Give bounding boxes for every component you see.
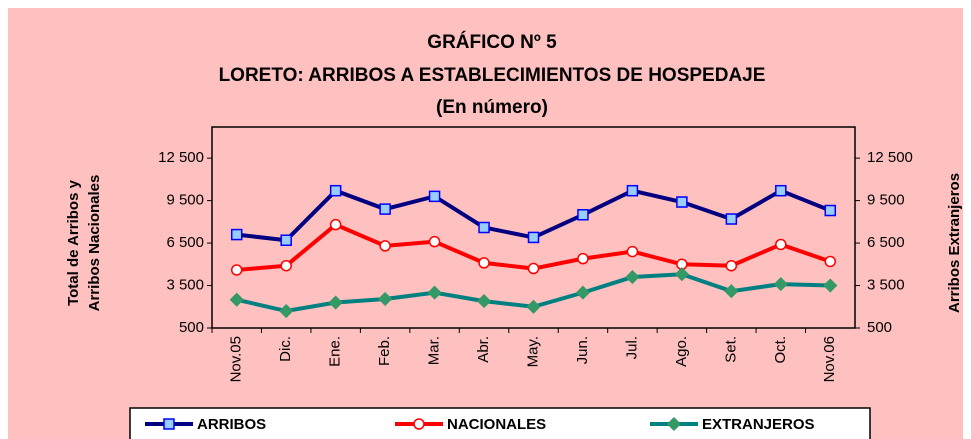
point-marker	[625, 269, 640, 285]
point-marker	[725, 213, 738, 225]
y-axis-title: Arribos Nacionales	[86, 175, 103, 312]
x-tick-label: Ago.	[673, 336, 690, 367]
point-marker	[824, 255, 837, 268]
point-marker	[230, 228, 243, 241]
chart-note: (En número)	[436, 97, 548, 118]
point-marker	[280, 259, 292, 272]
point-marker	[725, 259, 738, 272]
point-marker	[577, 252, 589, 265]
point-marker	[526, 299, 541, 314]
point-marker	[478, 221, 490, 234]
legend-marker	[413, 418, 425, 430]
legend-label: NACIONALES	[447, 416, 546, 433]
point-marker	[230, 264, 243, 276]
point-marker	[378, 291, 393, 307]
y2-tick-label: 500	[867, 319, 892, 336]
y-tick-label: 3 500	[166, 277, 204, 294]
legend-marker	[163, 418, 175, 430]
x-tick-label: May.	[524, 336, 541, 367]
point-marker	[280, 234, 292, 246]
x-tick-label: Jun.	[574, 336, 591, 364]
point-marker	[775, 184, 787, 197]
x-tick-label: Dic.	[277, 336, 294, 362]
point-marker	[476, 294, 492, 309]
point-marker	[427, 285, 442, 300]
x-tick-label: Oct.	[772, 336, 789, 364]
legend-box	[129, 407, 871, 439]
plot-area	[211, 126, 856, 329]
y2-tick-label: 9 500	[867, 192, 905, 209]
point-marker	[824, 204, 837, 217]
y-tick-label: 6 500	[166, 234, 204, 251]
y2-tick-label: 12 500	[867, 149, 913, 166]
point-marker	[626, 184, 639, 197]
point-marker	[773, 277, 788, 292]
x-tick-label: Ene.	[327, 336, 344, 367]
point-marker	[428, 235, 441, 248]
legend-label: EXTRANJEROS	[702, 416, 815, 433]
point-marker	[379, 203, 391, 215]
x-tick-label: Abr.	[475, 336, 492, 363]
x-tick-label: Set.	[722, 336, 739, 363]
y2-tick-label: 6 500	[867, 234, 905, 251]
point-marker	[577, 209, 589, 221]
x-tick-label: Feb.	[376, 336, 393, 366]
point-marker	[527, 231, 540, 244]
chart-subtitle: LORETO: ARRIBOS A ESTABLECIMIENTOS DE HO…	[219, 65, 766, 86]
y2-axis-title: Arribos Extranjeros	[946, 173, 963, 313]
legend-marker	[666, 416, 682, 432]
legend-label: ARRIBOS	[197, 416, 266, 433]
y-axis-title: Total de Arribos y	[65, 179, 82, 306]
point-marker	[724, 284, 739, 299]
point-marker	[775, 238, 787, 251]
point-marker	[428, 190, 441, 203]
x-tick-label: Jul.	[623, 336, 640, 359]
point-marker	[379, 240, 391, 252]
point-marker	[674, 267, 689, 282]
point-marker	[575, 285, 591, 300]
x-tick-label: Nov.05	[228, 336, 245, 382]
point-marker	[823, 278, 838, 293]
y-tick-label: 9 500	[166, 192, 204, 209]
point-marker	[328, 295, 343, 310]
x-tick-label: Mar.	[426, 336, 443, 365]
point-marker	[329, 184, 342, 197]
point-marker	[527, 262, 540, 275]
chart-title: GRÁFICO Nº 5	[427, 31, 557, 53]
y-tick-label: 12 500	[158, 149, 204, 166]
point-marker	[229, 292, 244, 307]
point-marker	[676, 196, 688, 208]
y2-tick-label: 3 500	[867, 277, 905, 294]
x-tick-label: Nov.06	[821, 336, 838, 382]
point-marker	[279, 303, 294, 319]
point-marker	[329, 218, 342, 231]
y-tick-label: 500	[179, 319, 204, 336]
point-marker	[478, 257, 490, 269]
point-marker	[626, 245, 639, 258]
